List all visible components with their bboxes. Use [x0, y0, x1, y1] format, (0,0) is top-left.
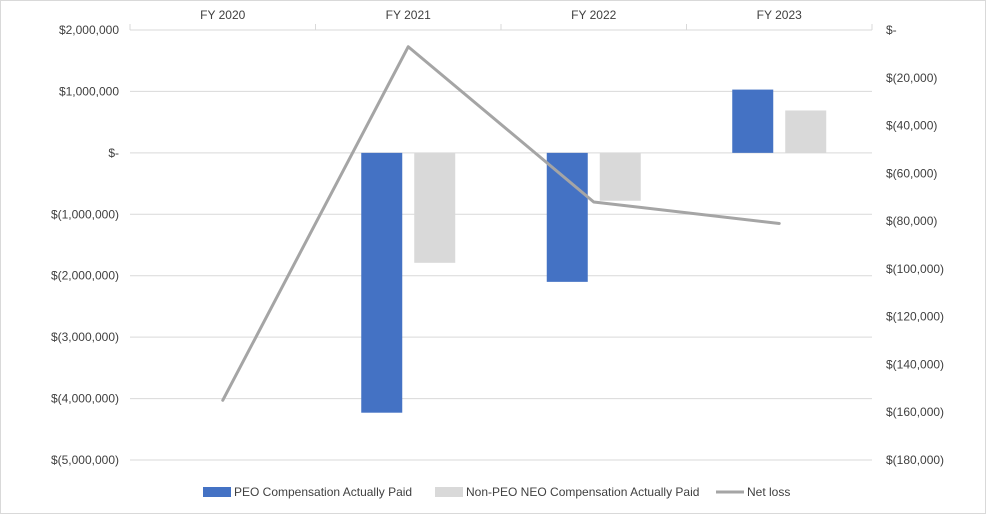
net-loss-line	[221, 45, 781, 402]
category-label: FY 2020	[200, 8, 245, 22]
right-tick-label: $(80,000)	[886, 214, 937, 228]
left-tick-label: $(1,000,000)	[51, 207, 119, 221]
right-tick-label: $(160,000)	[886, 405, 944, 419]
category-label: FY 2022	[571, 8, 616, 22]
left-tick-label: $2,000,000	[59, 23, 119, 37]
right-axis: $- $(20,000) $(40,000) $(60,000) $(80,000) $(…	[886, 23, 944, 467]
left-tick-label: $1,000,000	[59, 84, 119, 98]
right-tick-label: $(60,000)	[886, 166, 937, 180]
lines	[221, 45, 781, 402]
legend-label: PEO Compensation Actually Paid	[234, 485, 412, 499]
bar	[732, 89, 774, 153]
left-tick-label: $(4,000,000)	[51, 392, 119, 406]
category-label: FY 2021	[386, 8, 431, 22]
bar	[361, 152, 403, 413]
right-tick-label: $-	[886, 23, 897, 37]
right-tick-label: $(140,000)	[886, 357, 944, 371]
bar	[414, 152, 456, 263]
legend-swatch	[203, 487, 231, 497]
legend-label: Non-PEO NEO Compensation Actually Paid	[466, 485, 699, 499]
left-tick-label: $-	[108, 146, 119, 160]
bar	[785, 110, 827, 153]
bars	[361, 89, 827, 413]
left-axis: $2,000,000 $1,000,000 $- $(1,000,000) $(2,00…	[51, 23, 119, 467]
bar	[546, 152, 588, 282]
right-tick-label: $(120,000)	[886, 310, 944, 324]
left-tick-label: $(2,000,000)	[51, 269, 119, 283]
right-tick-label: $(100,000)	[886, 262, 944, 276]
right-tick-label: $(180,000)	[886, 453, 944, 467]
right-tick-label: $(40,000)	[886, 119, 937, 133]
left-tick-label: $(3,000,000)	[51, 330, 119, 344]
right-tick-label: $(20,000)	[886, 71, 937, 85]
category-label: FY 2023	[757, 8, 802, 22]
legend-swatch	[435, 487, 463, 497]
bar	[599, 152, 641, 201]
left-tick-label: $(5,000,000)	[51, 453, 119, 467]
legend: PEO Compensation Actually Paid Non-PEO NE…	[203, 485, 790, 499]
category-axis: FY 2020 FY 2021 FY 2022 FY 2023	[129, 8, 873, 30]
legend-label: Net loss	[747, 485, 790, 499]
